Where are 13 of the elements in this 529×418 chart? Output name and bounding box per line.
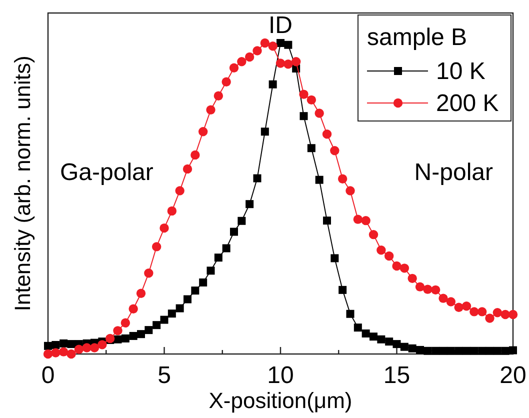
annotation: N-polar xyxy=(414,159,493,186)
y-axis-title: Intensity (arb. norm. units) xyxy=(10,56,35,312)
x-axis-title: X-position(μm) xyxy=(208,388,352,413)
legend-label: 200 K xyxy=(436,90,499,117)
x-tick-label: 0 xyxy=(41,362,55,389)
annotation: Ga-polar xyxy=(60,159,154,186)
legend-title: sample B xyxy=(367,24,468,51)
x-tick-label: 15 xyxy=(383,362,410,389)
legend-label: 10 K xyxy=(436,58,486,85)
x-tick-label: 10 xyxy=(267,362,294,389)
x-tick-label: 5 xyxy=(158,362,171,389)
x-tick-label: 20 xyxy=(500,362,526,389)
annotation: ID xyxy=(268,12,292,39)
